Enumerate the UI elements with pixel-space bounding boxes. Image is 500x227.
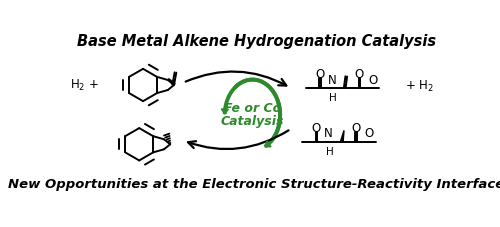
Text: O: O xyxy=(316,68,325,81)
Text: O: O xyxy=(364,127,374,141)
Text: H$_2$ +: H$_2$ + xyxy=(70,77,99,93)
Text: O: O xyxy=(368,74,377,86)
Text: Catalysis: Catalysis xyxy=(220,115,284,128)
Text: + H$_2$: + H$_2$ xyxy=(405,79,434,94)
Text: Base Metal Alkene Hydrogenation Catalysis: Base Metal Alkene Hydrogenation Catalysi… xyxy=(76,34,436,49)
Text: O: O xyxy=(312,122,321,135)
Text: N: N xyxy=(324,127,333,141)
Text: O: O xyxy=(355,68,364,81)
Polygon shape xyxy=(340,131,344,142)
Text: Fe or Co: Fe or Co xyxy=(224,102,281,115)
FancyArrowPatch shape xyxy=(186,72,286,86)
FancyArrowPatch shape xyxy=(188,130,288,149)
Text: H: H xyxy=(326,147,334,157)
Text: New Opportunities at the Electronic Structure-Reactivity Interface: New Opportunities at the Electronic Stru… xyxy=(8,178,500,191)
Text: H: H xyxy=(330,94,337,104)
Text: N: N xyxy=(328,74,337,86)
Text: O: O xyxy=(351,122,360,135)
Polygon shape xyxy=(265,141,271,147)
Polygon shape xyxy=(222,109,228,114)
